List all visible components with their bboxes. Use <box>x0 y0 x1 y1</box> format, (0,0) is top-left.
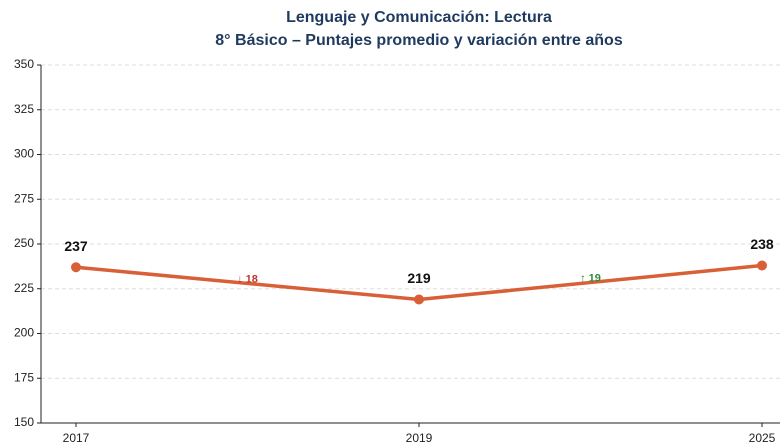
y-tick-label: 150 <box>14 415 34 429</box>
y-tick-label: 200 <box>14 326 34 340</box>
y-tick-label: 275 <box>14 191 34 205</box>
x-tick-label: 2025 <box>749 431 776 445</box>
point <box>71 262 81 273</box>
point <box>757 260 767 271</box>
change-annotation: ↓ 18 <box>237 273 258 285</box>
chart-title: Lenguaje y Comunicación: Lectura <box>286 9 552 26</box>
y-tick-label: 325 <box>14 102 34 116</box>
data-label: 237 <box>64 238 88 254</box>
x-tick-label: 2019 <box>406 431 433 445</box>
point <box>414 294 424 305</box>
y-tick-label: 300 <box>14 147 34 161</box>
data-label: 238 <box>750 236 774 252</box>
chart-subtitle: 8° Básico – Puntajes promedio y variació… <box>215 32 623 49</box>
y-tick-label: 350 <box>14 57 34 71</box>
change-annotation: ↑ 19 <box>580 272 601 284</box>
x-tick-label: 2017 <box>63 431 90 445</box>
y-tick-label: 175 <box>14 370 34 384</box>
y-tick-label: 250 <box>14 236 34 250</box>
y-tick-label: 225 <box>14 281 34 295</box>
data-label: 219 <box>407 270 431 286</box>
